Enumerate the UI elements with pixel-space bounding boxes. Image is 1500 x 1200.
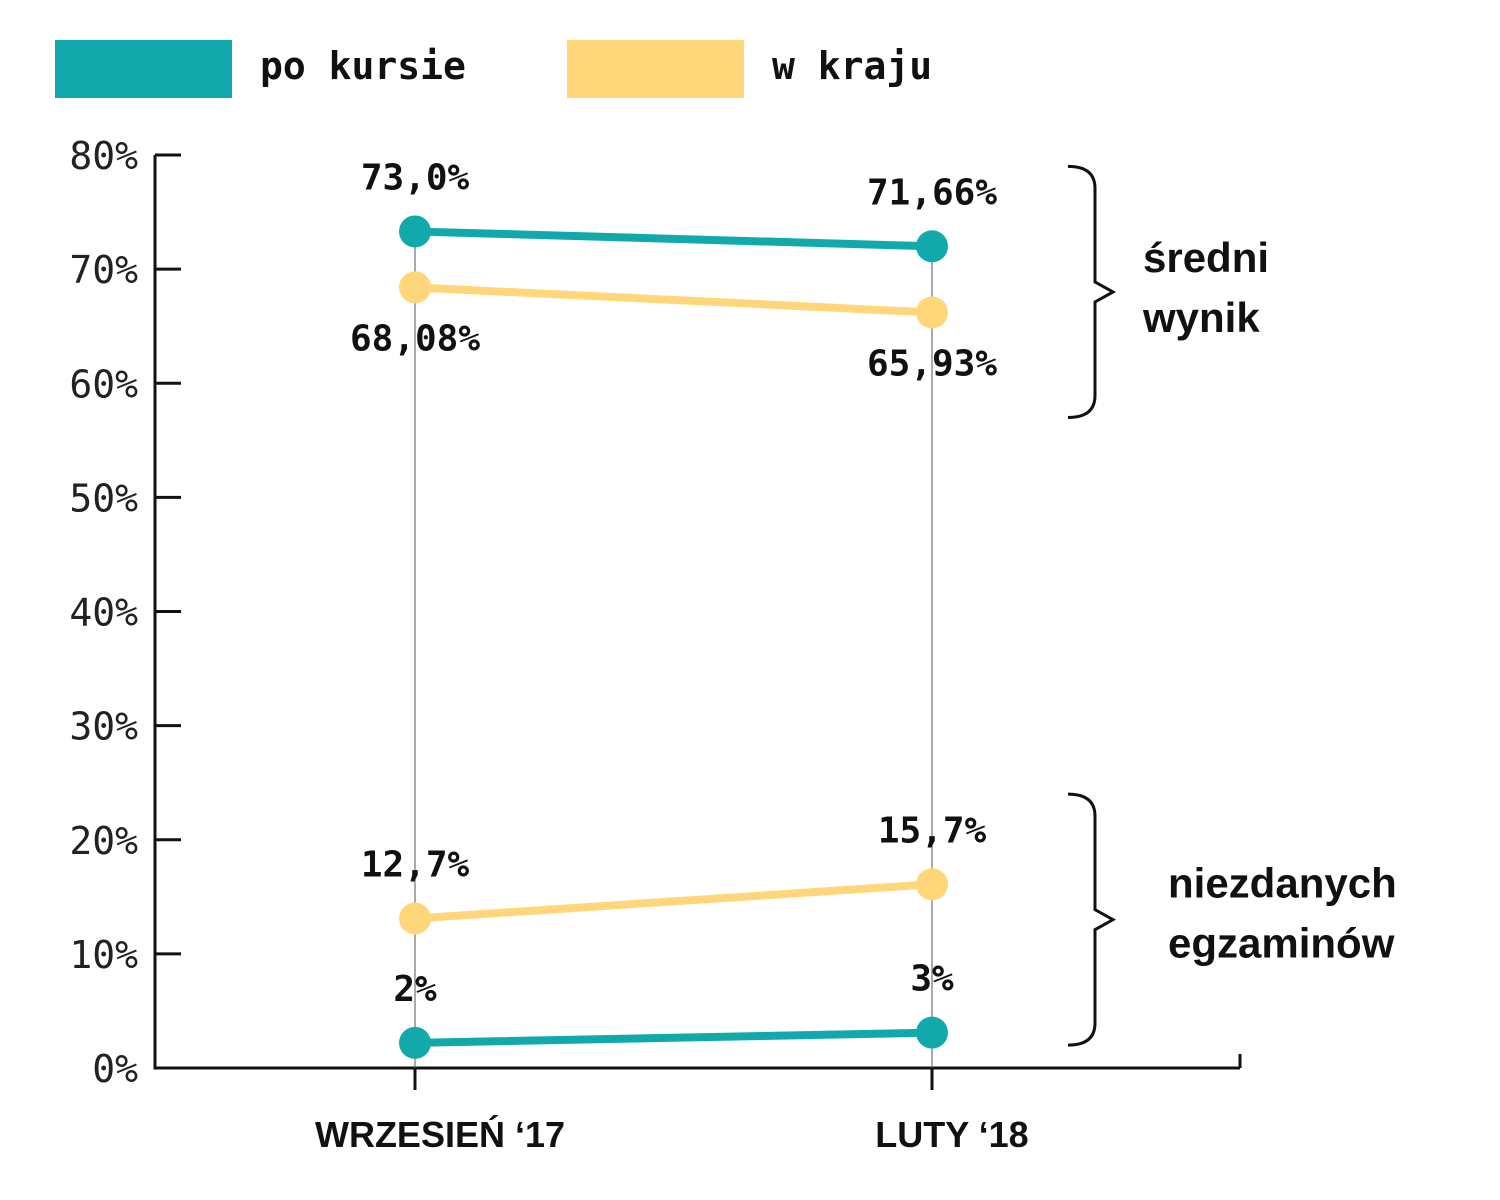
y-tick-label-7: 70% bbox=[69, 248, 138, 292]
series-4-point-1 bbox=[399, 1026, 431, 1059]
data-label-1-2: 71,66% bbox=[867, 172, 997, 213]
legend-label-2: w kraju bbox=[772, 44, 932, 88]
series-4-point-2 bbox=[916, 1016, 948, 1049]
y-tick-label-4: 40% bbox=[69, 591, 138, 635]
y-tick-label-6: 60% bbox=[69, 362, 138, 406]
annotation-label-2-1: niezdanych bbox=[1168, 860, 1397, 907]
series-2-point-1 bbox=[399, 271, 431, 304]
annotation-label-1-1: średni bbox=[1143, 234, 1269, 281]
annotation-label-1-2: wynik bbox=[1142, 294, 1260, 341]
y-tick-label-5: 50% bbox=[69, 476, 138, 520]
y-tick-label-8: 80% bbox=[69, 134, 138, 178]
legend-label-1: po kursie bbox=[260, 44, 466, 88]
data-label-4-2: 3% bbox=[910, 959, 954, 1000]
legend-swatch-1 bbox=[55, 40, 232, 98]
series-3-point-1 bbox=[399, 902, 431, 935]
data-label-2-2: 65,93% bbox=[867, 343, 997, 384]
y-tick-label-0: 0% bbox=[92, 1047, 138, 1091]
axes: 0% 10% 20% 30% 40% 50% 60% 70% 80% WRZESIEŃ ‘17 LU… bbox=[69, 134, 1242, 1155]
data-label-2-1: 68,08% bbox=[350, 318, 480, 359]
legend-swatch-2 bbox=[567, 40, 744, 98]
data-labels: 73,0% 71,66% 68,08% 65,93% 12,7% 15,7% 2% 3% bbox=[350, 157, 997, 1009]
x-tick-label-1: LUTY ‘18 bbox=[875, 1114, 1028, 1155]
y-tick-label-1: 10% bbox=[69, 933, 138, 977]
y-tick-label-2: 20% bbox=[69, 819, 138, 863]
series-line-3 bbox=[411, 880, 936, 923]
series-2-point-2 bbox=[916, 296, 948, 329]
series-line-1 bbox=[411, 227, 936, 251]
annotation-label-2-2: egzaminów bbox=[1168, 920, 1395, 967]
annotations: średni wynik niezdanych egzaminów bbox=[1067, 164, 1397, 1047]
annotation-brace-1 bbox=[1067, 164, 1117, 419]
legend: po kursie w kraju bbox=[55, 40, 932, 98]
series-1-point-2 bbox=[916, 230, 948, 263]
series-line-2 bbox=[411, 283, 936, 317]
data-label-3-1: 12,7% bbox=[361, 844, 470, 885]
y-tick-label-3: 30% bbox=[69, 705, 138, 749]
data-label-3-2: 15,7% bbox=[878, 810, 987, 851]
data-label-4-1: 2% bbox=[393, 969, 437, 1010]
series-3-point-2 bbox=[916, 868, 948, 901]
series-line-4 bbox=[411, 1028, 936, 1047]
data-label-1-1: 73,0% bbox=[361, 157, 470, 198]
category-guides bbox=[414, 231, 933, 1068]
x-tick-label-0: WRZESIEŃ ‘17 bbox=[315, 1114, 565, 1155]
series-group bbox=[399, 215, 948, 1059]
series-1-point-1 bbox=[399, 215, 431, 248]
annotation-brace-2 bbox=[1067, 792, 1117, 1047]
